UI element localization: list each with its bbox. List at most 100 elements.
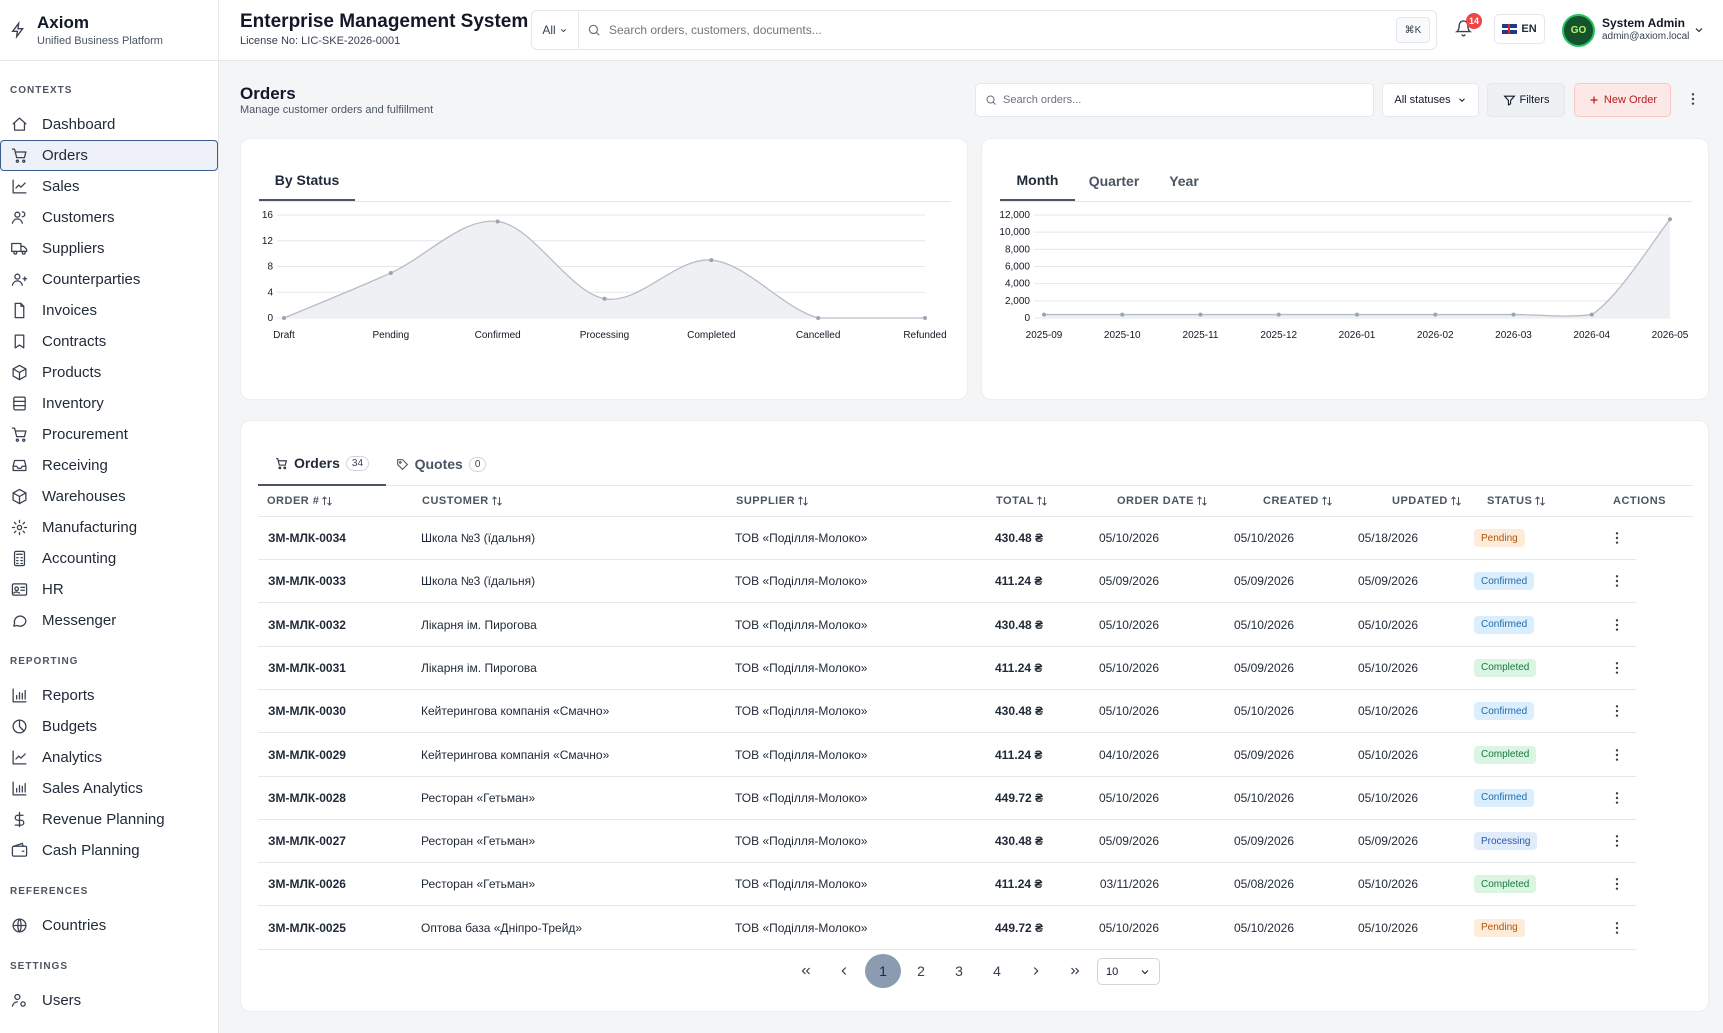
- table-row[interactable]: ЗМ-МЛК-0031 Лікарня ім. Пирогова ТОВ «Поді…: [258, 647, 1636, 690]
- orders-search[interactable]: Search orders...: [975, 83, 1374, 117]
- sidebar-item-countries[interactable]: Countries: [0, 910, 218, 941]
- more-options-icon[interactable]: [1685, 91, 1701, 107]
- order-number[interactable]: ЗМ-МЛК-0032: [268, 617, 346, 632]
- column-header[interactable]: STATUS: [1487, 495, 1546, 507]
- table-row[interactable]: ЗМ-МЛК-0026 Ресторан «Гетьман» ТОВ «Поділл…: [258, 863, 1636, 907]
- data-point[interactable]: [709, 258, 714, 263]
- next-page-button[interactable]: [1018, 954, 1054, 988]
- order-number[interactable]: ЗМ-МЛК-0027: [268, 834, 346, 849]
- column-header[interactable]: ORDER DATE: [1117, 495, 1208, 507]
- data-point[interactable]: [1433, 312, 1438, 317]
- column-header[interactable]: ORDER #: [267, 495, 333, 507]
- sidebar-item-invoices[interactable]: Invoices: [0, 295, 218, 326]
- table-row[interactable]: ЗМ-МЛК-0034 Школа №3 (їдальня) ТОВ «Поділл…: [258, 517, 1636, 560]
- order-number[interactable]: ЗМ-МЛК-0026: [268, 877, 346, 892]
- avatar[interactable]: GO: [1562, 14, 1595, 47]
- sidebar-item-receiving[interactable]: Receiving: [0, 450, 218, 481]
- data-point[interactable]: [1120, 312, 1125, 317]
- bell-icon[interactable]: [1455, 19, 1472, 37]
- row-actions-icon[interactable]: [1609, 703, 1625, 719]
- global-search-input[interactable]: [609, 23, 1396, 37]
- sidebar-item-inventory[interactable]: Inventory: [0, 388, 218, 419]
- row-actions-icon[interactable]: [1609, 920, 1625, 936]
- sidebar-item-reports[interactable]: Reports: [0, 680, 218, 711]
- data-point[interactable]: [282, 316, 286, 320]
- sidebar-item-sales-analytics[interactable]: Sales Analytics: [0, 773, 218, 804]
- language-switcher[interactable]: EN: [1494, 14, 1545, 44]
- data-point[interactable]: [495, 219, 500, 224]
- filters-button[interactable]: Filters: [1487, 83, 1565, 117]
- row-actions-icon[interactable]: [1609, 530, 1625, 546]
- sidebar-item-procurement[interactable]: Procurement: [0, 419, 218, 450]
- sidebar-item-hr[interactable]: HR: [0, 574, 218, 605]
- row-actions-icon[interactable]: [1609, 790, 1625, 806]
- column-header[interactable]: SUPPLIER: [736, 495, 809, 507]
- search-scope-select[interactable]: All: [532, 11, 579, 49]
- row-actions-icon[interactable]: [1609, 617, 1625, 633]
- data-point[interactable]: [1042, 312, 1046, 317]
- order-number[interactable]: ЗМ-МЛК-0025: [268, 920, 346, 935]
- sidebar-item-counterparties[interactable]: Counterparties: [0, 264, 218, 295]
- row-actions-icon[interactable]: [1609, 876, 1625, 892]
- page-button-4[interactable]: 4: [993, 963, 1001, 979]
- tab-year[interactable]: Year: [1153, 161, 1215, 201]
- sidebar-item-suppliers[interactable]: Suppliers: [0, 233, 218, 264]
- data-point[interactable]: [1276, 312, 1281, 317]
- new-order-button[interactable]: New Order: [1574, 83, 1671, 117]
- sidebar-item-cash-planning[interactable]: Cash Planning: [0, 835, 218, 866]
- sidebar-item-manufacturing[interactable]: Manufacturing: [0, 512, 218, 543]
- column-header[interactable]: TOTAL: [996, 495, 1048, 507]
- column-header[interactable]: UPDATED: [1392, 495, 1462, 507]
- data-point[interactable]: [1198, 312, 1203, 317]
- table-row[interactable]: ЗМ-МЛК-0032 Лікарня ім. Пирогова ТОВ «Поді…: [258, 604, 1636, 647]
- sidebar-item-orders[interactable]: Orders: [0, 140, 218, 171]
- data-point[interactable]: [1589, 312, 1594, 317]
- data-point[interactable]: [388, 270, 393, 275]
- page-button-3[interactable]: 3: [955, 963, 963, 979]
- page-size-select[interactable]: 10: [1097, 958, 1160, 985]
- row-actions-icon[interactable]: [1609, 660, 1625, 676]
- order-number[interactable]: ЗМ-МЛК-0034: [268, 531, 346, 545]
- data-point[interactable]: [923, 316, 927, 320]
- sidebar-item-sales[interactable]: Sales: [0, 171, 218, 202]
- order-number[interactable]: ЗМ-МЛК-0031: [268, 660, 346, 675]
- page-button-1[interactable]: 1: [865, 954, 901, 988]
- first-page-button[interactable]: [788, 954, 824, 988]
- data-point[interactable]: [1668, 217, 1672, 222]
- table-row[interactable]: ЗМ-МЛК-0033 Школа №3 (їдальня) ТОВ «Поділл…: [258, 560, 1636, 604]
- tab-quotes[interactable]: Quotes 0: [386, 442, 496, 486]
- data-point[interactable]: [1511, 312, 1516, 317]
- page-button-2[interactable]: 2: [917, 963, 925, 979]
- tab-orders[interactable]: Orders 34: [258, 442, 386, 486]
- sidebar-item-products[interactable]: Products: [0, 357, 218, 388]
- sidebar-item-accounting[interactable]: Accounting: [0, 543, 218, 574]
- table-row[interactable]: ЗМ-МЛК-0029 Кейтерингова компанія «Смачно…: [258, 734, 1636, 777]
- table-row[interactable]: ЗМ-МЛК-0027 Ресторан «Гетьман» ТОВ «Поділл…: [258, 820, 1636, 864]
- brand[interactable]: Axiom Unified Business Platform: [0, 0, 218, 61]
- sidebar-item-revenue-planning[interactable]: Revenue Planning: [0, 804, 218, 835]
- tab-by-status[interactable]: By Status: [259, 161, 355, 201]
- sidebar-item-users[interactable]: Users: [0, 985, 218, 1016]
- sidebar-item-budgets[interactable]: Budgets: [0, 711, 218, 742]
- tab-month[interactable]: Month: [1000, 161, 1075, 201]
- table-row[interactable]: ЗМ-МЛК-0030 Кейтерингова компанія «Смачно…: [258, 690, 1636, 734]
- sidebar-item-warehouses[interactable]: Warehouses: [0, 481, 218, 512]
- chevron-down-icon[interactable]: [1693, 24, 1705, 36]
- row-actions-icon[interactable]: [1609, 747, 1625, 763]
- order-number[interactable]: ЗМ-МЛК-0028: [268, 790, 346, 805]
- last-page-button[interactable]: [1057, 954, 1093, 988]
- order-number[interactable]: ЗМ-МЛК-0029: [268, 747, 346, 762]
- sidebar-item-customers[interactable]: Customers: [0, 202, 218, 233]
- user-name[interactable]: System Admin: [1602, 16, 1685, 30]
- sidebar-item-analytics[interactable]: Analytics: [0, 742, 218, 773]
- sidebar-item-contracts[interactable]: Contracts: [0, 326, 218, 357]
- table-row[interactable]: ЗМ-МЛК-0025 Оптова база «Дніпро-Трейд» ТОВ…: [258, 907, 1636, 950]
- order-number[interactable]: ЗМ-МЛК-0033: [268, 574, 346, 589]
- tab-quarter[interactable]: Quarter: [1075, 161, 1153, 201]
- status-filter-select[interactable]: All statuses: [1382, 83, 1479, 117]
- data-point[interactable]: [816, 316, 821, 320]
- column-header[interactable]: CREATED: [1263, 495, 1333, 507]
- order-number[interactable]: ЗМ-МЛК-0030: [268, 704, 346, 719]
- row-actions-icon[interactable]: [1609, 833, 1625, 849]
- data-point[interactable]: [602, 296, 607, 301]
